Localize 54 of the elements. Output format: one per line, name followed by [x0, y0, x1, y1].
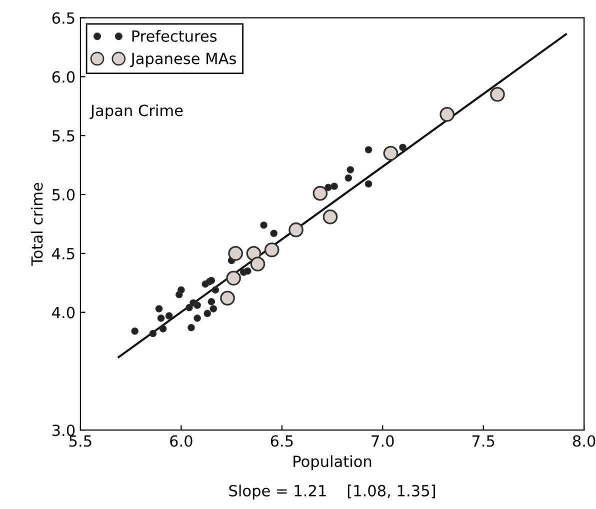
point [244, 267, 252, 275]
y-tick-label: 5.0 [52, 188, 75, 201]
point [149, 330, 157, 338]
point [194, 302, 201, 309]
point [159, 325, 167, 332]
point [322, 209, 338, 224]
y-tick-label: 4.5 [52, 248, 74, 260]
point [312, 186, 328, 201]
y-tick-label: 6.0 [52, 71, 75, 83]
point [440, 106, 455, 122]
y-tick-label: 3.0 [52, 424, 75, 436]
point [165, 312, 173, 320]
point [155, 305, 163, 312]
point [346, 166, 354, 174]
point [288, 222, 304, 238]
y-tick-label: 4.0 [52, 306, 75, 318]
point [188, 324, 195, 332]
point [178, 286, 185, 294]
x-tick-label: 8.0 [572, 435, 596, 447]
point [186, 304, 193, 312]
x-tick-label: 6.0 [170, 435, 192, 447]
point [250, 256, 266, 272]
point [194, 314, 201, 322]
point [210, 305, 218, 312]
point [383, 146, 398, 161]
point [264, 242, 280, 258]
point [330, 182, 338, 190]
x-tick-label: 7.0 [372, 435, 394, 447]
point [490, 86, 505, 102]
point [204, 310, 212, 318]
point [260, 221, 268, 229]
point [212, 286, 220, 294]
point [131, 327, 139, 335]
point [208, 298, 216, 306]
y-tick-label: 5.5 [52, 130, 74, 142]
x-tick-label: 5.5 [69, 435, 92, 447]
point [228, 246, 243, 261]
point [270, 230, 278, 238]
point [157, 314, 165, 322]
annotation: Japan Crime [90, 104, 183, 120]
point [364, 180, 372, 188]
text: Slope = 1.21 [1.08, 1.35] [229, 484, 435, 500]
legend-label: Japanese MAs [130, 52, 236, 68]
x-tick-label: 6.5 [270, 435, 293, 447]
x-axis-title: Population [294, 455, 372, 470]
legend-label: Prefectures [132, 30, 217, 42]
point [399, 144, 406, 152]
y-axis-title: Total crime [30, 182, 43, 266]
point [364, 146, 372, 154]
point [226, 270, 241, 286]
x-tick-label: 7.5 [472, 435, 494, 447]
point [344, 174, 352, 182]
y-tick-label: 6.5 [52, 12, 74, 24]
point [220, 290, 235, 306]
